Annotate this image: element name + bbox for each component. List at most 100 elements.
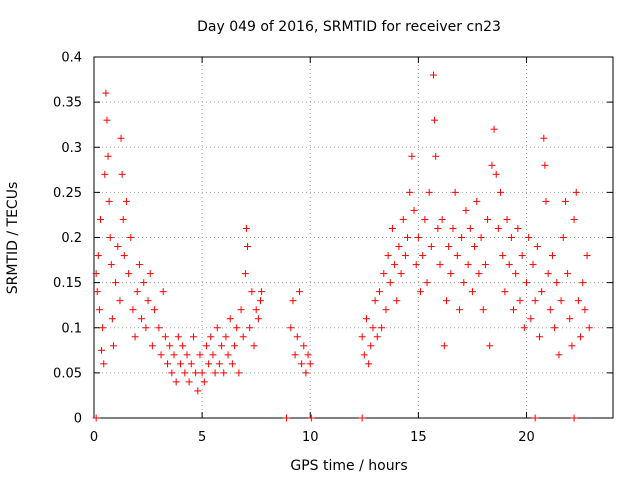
data-point [499, 252, 507, 260]
data-point [464, 261, 472, 269]
plot-frame [93, 56, 614, 419]
data-point [93, 288, 101, 296]
data-point [103, 116, 111, 124]
data-point [581, 306, 589, 314]
data-point [105, 197, 113, 205]
data-point [488, 161, 496, 169]
data-point [531, 297, 539, 305]
data-point [122, 197, 130, 205]
data-point [300, 342, 308, 350]
data-point [114, 243, 122, 251]
data-point [417, 288, 425, 296]
data-point [382, 306, 390, 314]
data-point [514, 224, 522, 232]
data-point [222, 333, 230, 341]
data-point [168, 369, 176, 377]
y-tick-label: 0.15 [53, 276, 82, 291]
data-point [117, 134, 125, 142]
data-point [213, 324, 221, 332]
data-point [570, 215, 578, 223]
x-tick-label: 0 [90, 430, 98, 445]
data-point [540, 134, 548, 142]
data-point [118, 170, 126, 178]
y-axis-label: SRMTID / TECUs [5, 182, 21, 295]
data-point [462, 206, 470, 214]
y-tick-label: 0.1 [61, 321, 82, 336]
grid-lines [94, 57, 613, 418]
data-point [95, 306, 103, 314]
data-point [181, 369, 189, 377]
data-point [220, 369, 228, 377]
y-tick-label: 0 [74, 412, 82, 427]
data-point [142, 324, 150, 332]
data-point [492, 170, 500, 178]
data-point [135, 261, 143, 269]
data-point [185, 378, 193, 386]
data-point [395, 243, 403, 251]
data-point [510, 306, 518, 314]
data-point [205, 360, 213, 368]
data-point [360, 351, 368, 359]
data-point [200, 378, 208, 386]
data-point [568, 342, 576, 350]
data-point [248, 288, 256, 296]
data-point [187, 360, 195, 368]
data-point [481, 261, 489, 269]
data-point [525, 234, 533, 241]
data-point [557, 297, 565, 305]
data-point [430, 71, 438, 79]
data-point [466, 224, 474, 232]
data-point [475, 270, 483, 278]
data-point [112, 279, 120, 287]
data-point [96, 215, 104, 223]
y-tick-label: 0.35 [53, 96, 82, 111]
data-point [449, 224, 457, 232]
zero-data-point [358, 414, 366, 422]
data-point [375, 288, 383, 296]
data-point [257, 297, 265, 305]
data-point [486, 342, 494, 350]
data-point [228, 360, 236, 368]
data-point [544, 270, 552, 278]
data-point [119, 215, 127, 223]
data-point [140, 279, 148, 287]
data-point [397, 270, 405, 278]
data-point [523, 279, 530, 287]
data-point [157, 351, 165, 359]
data-point [104, 152, 112, 160]
data-point [546, 306, 554, 314]
data-point [107, 261, 115, 269]
data-point [535, 333, 543, 341]
data-point [468, 288, 476, 296]
data-point [94, 252, 102, 260]
data-point [490, 125, 498, 133]
data-point [146, 270, 154, 278]
data-point [412, 261, 420, 269]
data-point [183, 351, 191, 359]
data-point [583, 252, 591, 260]
data-point [177, 360, 184, 368]
data-point [386, 279, 394, 287]
y-tick-labels: 0 0.05 0.1 0.15 0.2 0.25 0.3 0.35 0.4 [53, 51, 82, 427]
data-point [172, 378, 180, 386]
data-point [458, 234, 466, 241]
data-point [101, 170, 109, 178]
data-point [479, 306, 487, 314]
data-point [380, 270, 388, 278]
data-point [287, 324, 295, 332]
data-point [198, 369, 206, 377]
data-point [561, 197, 569, 205]
data-point [419, 252, 427, 260]
data-point [436, 261, 444, 269]
data-point [401, 252, 409, 260]
axis-ticks [93, 56, 613, 419]
data-point [505, 261, 513, 269]
data-point [116, 297, 124, 305]
data-point [218, 342, 226, 350]
data-point [170, 351, 178, 359]
x-tick-label: 15 [410, 430, 427, 445]
data-point [189, 333, 197, 341]
y-tick-label: 0.2 [61, 231, 82, 246]
data-point [425, 188, 433, 196]
data-point [548, 252, 556, 260]
